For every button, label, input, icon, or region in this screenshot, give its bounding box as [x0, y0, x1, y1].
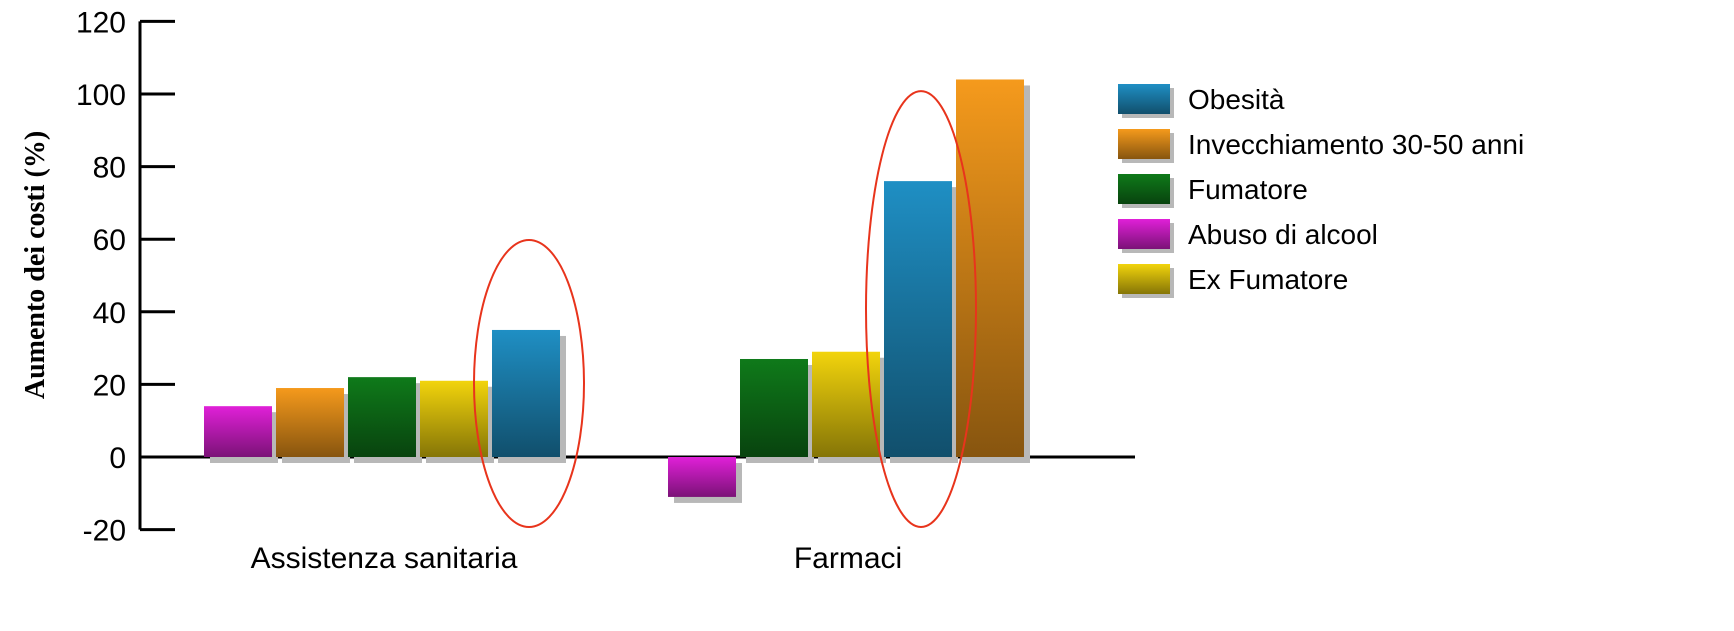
bar-ex-fumatore-farmaci — [812, 351, 880, 457]
y-axis-label: Aumento dei costi (%) — [20, 131, 51, 399]
y-tick-label: 20 — [93, 369, 126, 402]
y-tick-label: 60 — [93, 224, 126, 257]
legend-swatch — [1118, 84, 1170, 114]
legend: Obesità Invecchiamento 30-50 anni Fumatore… — [1118, 84, 1524, 298]
legend-label: Ex Fumatore — [1188, 264, 1348, 295]
legend-label: Fumatore — [1188, 174, 1308, 205]
legend-item-invecchiamento-30-50-anni: Invecchiamento 30-50 anni — [1118, 129, 1524, 163]
legend-label: Invecchiamento 30-50 anni — [1188, 129, 1524, 160]
bar-obesita-farmaci — [884, 181, 952, 457]
legend-swatch — [1118, 219, 1170, 249]
bar-invecchiamento-30-50-anni-farmaci — [956, 79, 1024, 457]
highlight-ellipse — [865, 90, 977, 528]
legend-swatch — [1118, 264, 1170, 294]
bar-abuso-di-alcool-farmaci — [668, 457, 736, 497]
legend-item-obesita: Obesità — [1118, 84, 1285, 118]
x-category-label: Assistenza sanitaria — [251, 542, 518, 575]
bar-obesita-assistenza-sanitaria — [492, 329, 560, 457]
legend-label: Obesità — [1188, 84, 1285, 115]
annotation-layer — [473, 90, 977, 528]
y-tick-label: 0 — [109, 442, 126, 475]
bar-ex-fumatore-assistenza-sanitaria — [420, 380, 488, 457]
bar-fumatore-farmaci — [740, 358, 808, 457]
legend-swatch — [1118, 129, 1170, 159]
y-tick-label: 40 — [93, 297, 126, 330]
y-tick-label: 100 — [76, 79, 126, 112]
y-tick-label: -20 — [83, 515, 126, 548]
legend-item-ex-fumatore: Ex Fumatore — [1118, 264, 1348, 298]
x-category-label: Farmaci — [794, 542, 902, 575]
bar-abuso-di-alcool-assistenza-sanitaria — [204, 406, 272, 457]
legend-label: Abuso di alcool — [1188, 219, 1378, 250]
bar-invecchiamento-30-50-anni-assistenza-sanitaria — [276, 388, 344, 457]
legend-swatch — [1118, 174, 1170, 204]
legend-item-fumatore: Fumatore — [1118, 174, 1308, 208]
highlight-ellipse — [473, 238, 585, 528]
y-tick-label: 80 — [93, 152, 126, 185]
bar-layer — [204, 79, 1024, 497]
bar-fumatore-assistenza-sanitaria — [348, 377, 416, 457]
legend-item-abuso-di-alcool: Abuso di alcool — [1118, 219, 1378, 253]
y-tick-label: 120 — [76, 6, 126, 39]
